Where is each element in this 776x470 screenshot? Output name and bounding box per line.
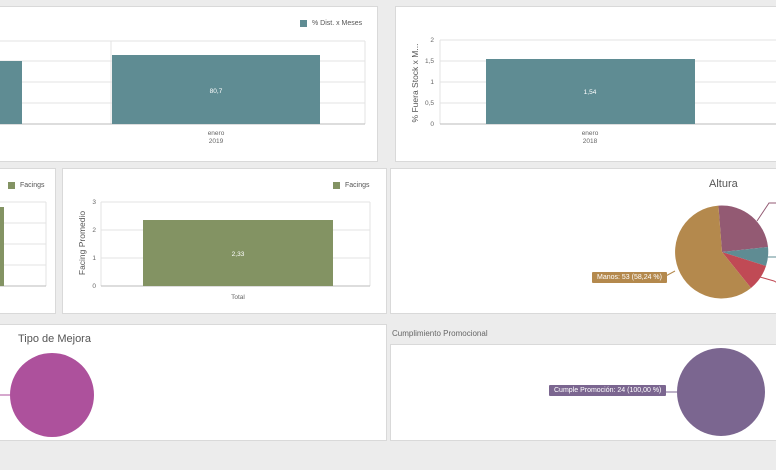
- pie-cumplimiento: [664, 348, 765, 436]
- x-tick-month: enero: [582, 130, 599, 137]
- leader-line: [756, 202, 776, 222]
- legend-label: Facings: [20, 182, 45, 189]
- legend-swatch: [333, 182, 340, 189]
- bar-enero-2018[interactable]: [486, 59, 695, 124]
- x-tick-year: 2019: [209, 138, 224, 145]
- bar-enero-2019[interactable]: [112, 55, 320, 124]
- chart-fuera-stock: % Fuera Stock x M... 2 1,5 1 0,5 0 1,54 …: [410, 37, 776, 145]
- pie-slice-full[interactable]: [10, 353, 94, 437]
- y-tick: 2: [92, 227, 96, 234]
- pie-tipo-mejora: [0, 353, 94, 437]
- bar-label: 2,33: [232, 251, 245, 258]
- y-axis-label: % Fuera Stock x M...: [410, 44, 420, 123]
- chart-facings-left: [0, 201, 47, 287]
- panel-cumplimiento: Cumple Promoción: 24 (100,00 %): [390, 344, 776, 441]
- panel-facings: Facings Facing Promedio 3 2 1 0 2,33 Tot…: [62, 168, 387, 314]
- y-tick: 1: [92, 255, 96, 262]
- panel-fuera-stock: % Fuera Stock x M... 2 1,5 1 0,5 0 1,54 …: [395, 6, 776, 162]
- legend-label: % Dist. x Meses: [312, 20, 363, 27]
- bar-total[interactable]: [143, 220, 333, 286]
- panel-dist-meses: % Dist. x Meses 80,7 enero 2019: [0, 6, 378, 162]
- y-tick: 0: [92, 283, 96, 290]
- x-tick-year: 2018: [583, 138, 598, 145]
- pie-slice-cumple[interactable]: [677, 348, 765, 436]
- chart-dist-meses: 80,7 enero 2019: [0, 40, 366, 145]
- bar-facings-left[interactable]: [0, 207, 4, 286]
- pie-label-manos[interactable]: Manos: 53 (58,24 %): [592, 272, 667, 283]
- legend-swatch: [300, 20, 307, 27]
- legend-facings-left[interactable]: Facings: [8, 182, 45, 189]
- chart-title: Tipo de Mejora: [18, 333, 91, 345]
- pie-slice-manos[interactable]: [675, 205, 751, 299]
- chart-title: Altura: [709, 178, 738, 190]
- y-tick: 3: [92, 199, 96, 206]
- pie-slice-red[interactable]: [722, 252, 766, 288]
- panel-facings-left: Facings: [0, 168, 56, 314]
- legend-swatch: [8, 182, 15, 189]
- y-tick: 1,5: [425, 58, 434, 65]
- panel-altura: Altura Manos: 53 (58,24 %): [390, 168, 776, 314]
- pie-altura: [661, 202, 776, 299]
- leader-line: [759, 276, 776, 283]
- x-tick-month: enero: [208, 130, 225, 137]
- pie-slice-teal[interactable]: [722, 247, 769, 266]
- gridlines: [0, 201, 47, 286]
- x-tick: Total: [231, 294, 245, 301]
- pie-slice-purple[interactable]: [718, 205, 768, 252]
- panel-tipo-mejora: Tipo de Mejora: [0, 324, 387, 441]
- chart-facings: Facing Promedio 3 2 1 0 2,33 Total: [77, 199, 371, 301]
- y-axis-label: Facing Promedio: [77, 211, 87, 276]
- legend-label: Facings: [345, 182, 370, 189]
- y-tick: 0,5: [425, 100, 434, 107]
- y-tick: 2: [430, 37, 434, 44]
- legend-facings[interactable]: Facings: [333, 182, 370, 189]
- bar-previous[interactable]: [0, 61, 22, 124]
- bar-label: 1,54: [584, 89, 597, 96]
- section-title: Cumplimiento Promocional: [392, 329, 488, 338]
- y-tick: 1: [430, 79, 434, 86]
- y-tick: 0: [430, 121, 434, 128]
- leader-line: [767, 256, 776, 258]
- legend-dist-meses[interactable]: % Dist. x Meses: [300, 20, 362, 27]
- bar-label: 80,7: [210, 88, 223, 95]
- pie-label-cumple[interactable]: Cumple Promoción: 24 (100,00 %): [549, 385, 667, 396]
